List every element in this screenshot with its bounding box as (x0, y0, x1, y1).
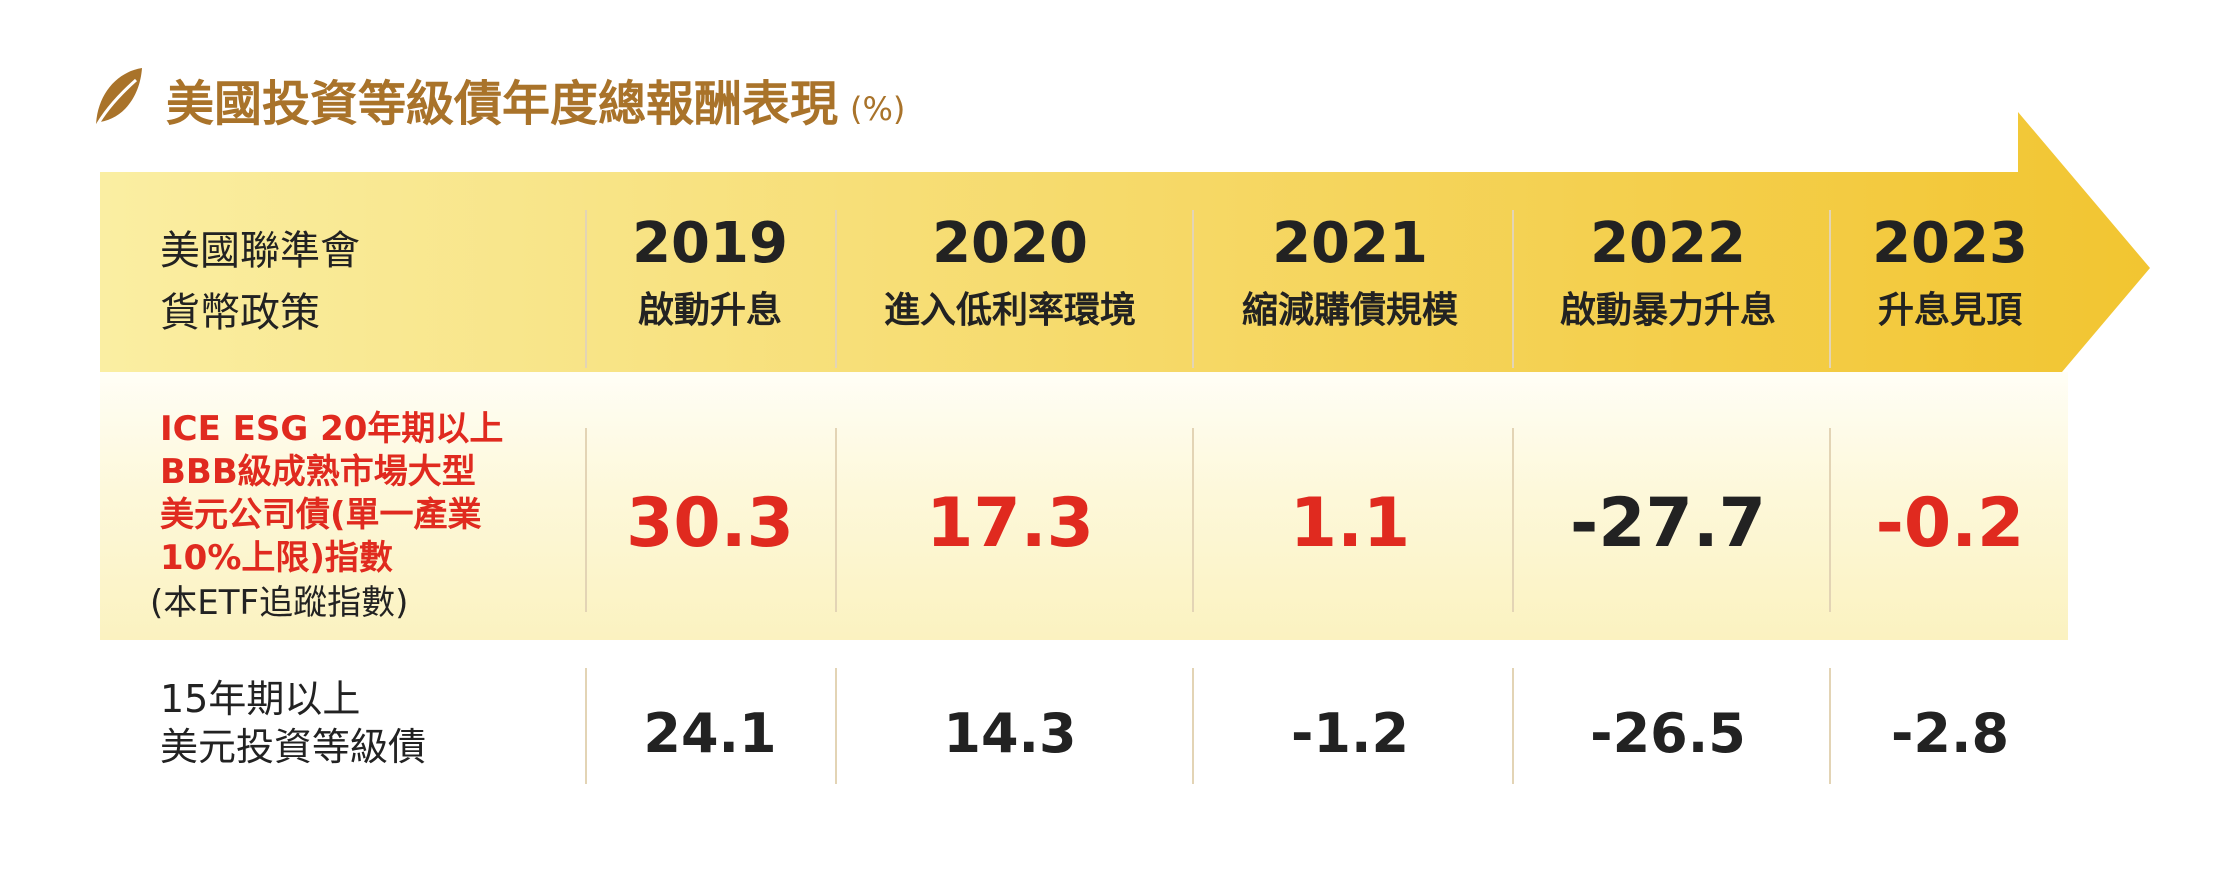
value-cells: 30.3 17.3 1.1 -27.7 -0.2 24.1 14.3 -1.2 -26.5 -2.… (626, 484, 2024, 765)
unit-label: (%) (850, 90, 905, 128)
policy-event-label: 啟動暴力升息 (1560, 290, 1776, 331)
comparison-value: 24.1 (643, 702, 776, 765)
tracked-index-label-line: 10%上限)指數 (160, 538, 393, 578)
policy-label-line: 美國聯準會 (160, 228, 360, 274)
tracked-index-label: ICE ESG 20年期以上 BBB級成熟市場大型 美元公司債(單一產業 10%… (160, 409, 515, 578)
comparison-label-line: 美元投資等級債 (160, 725, 426, 769)
year-label: 2021 (1272, 211, 1428, 276)
comparison-value: -2.8 (1891, 702, 2009, 765)
year-label: 2023 (1872, 211, 2028, 276)
column-dividers (585, 210, 1831, 784)
policy-event-label: 進入低利率環境 (884, 290, 1136, 331)
tracked-index-label-line: ICE ESG 20年期以上 (160, 409, 503, 449)
tracked-index-value: -0.2 (1876, 484, 2025, 563)
tracked-index-value: 30.3 (626, 484, 794, 563)
comparison-value: -26.5 (1590, 702, 1746, 765)
comparison-value: 14.3 (943, 702, 1076, 765)
tracked-index-value: -27.7 (1570, 484, 1766, 563)
policy-label: 美國聯準會 貨幣政策 (160, 228, 373, 336)
timeline-arrow (100, 112, 2150, 424)
year-label: 2022 (1590, 211, 1746, 276)
chart-title: 美國投資等級債年度總報酬表現 (166, 76, 838, 132)
policy-event-label: 升息見頂 (1878, 290, 2023, 331)
tracked-index-label-line: BBB級成熟市場大型 (160, 452, 476, 492)
year-label: 2019 (632, 211, 788, 276)
tracked-index-note: (本ETF追蹤指數) (150, 583, 408, 623)
tracked-index-value: 17.3 (926, 484, 1094, 563)
tracked-index-value: 1.1 (1290, 484, 1410, 563)
policy-event-label: 縮減購債規模 (1242, 290, 1458, 331)
policy-label-line: 貨幣政策 (160, 290, 320, 336)
comparison-label-line: 15年期以上 (160, 677, 360, 721)
header-columns: 2019 啟動升息 2020 進入低利率環境 2021 縮減購債規模 2022 啟動暴力升息 2… (632, 211, 2028, 331)
tracked-index-label-line: 美元公司債(單一產業 (160, 495, 482, 535)
comparison-value: -1.2 (1291, 702, 1409, 765)
highlight-band (100, 372, 2068, 640)
leaf-icon (93, 68, 142, 130)
year-label: 2020 (932, 211, 1088, 276)
policy-event-label: 啟動升息 (638, 290, 782, 331)
comparison-label: 15年期以上 美元投資等級債 (160, 677, 426, 769)
